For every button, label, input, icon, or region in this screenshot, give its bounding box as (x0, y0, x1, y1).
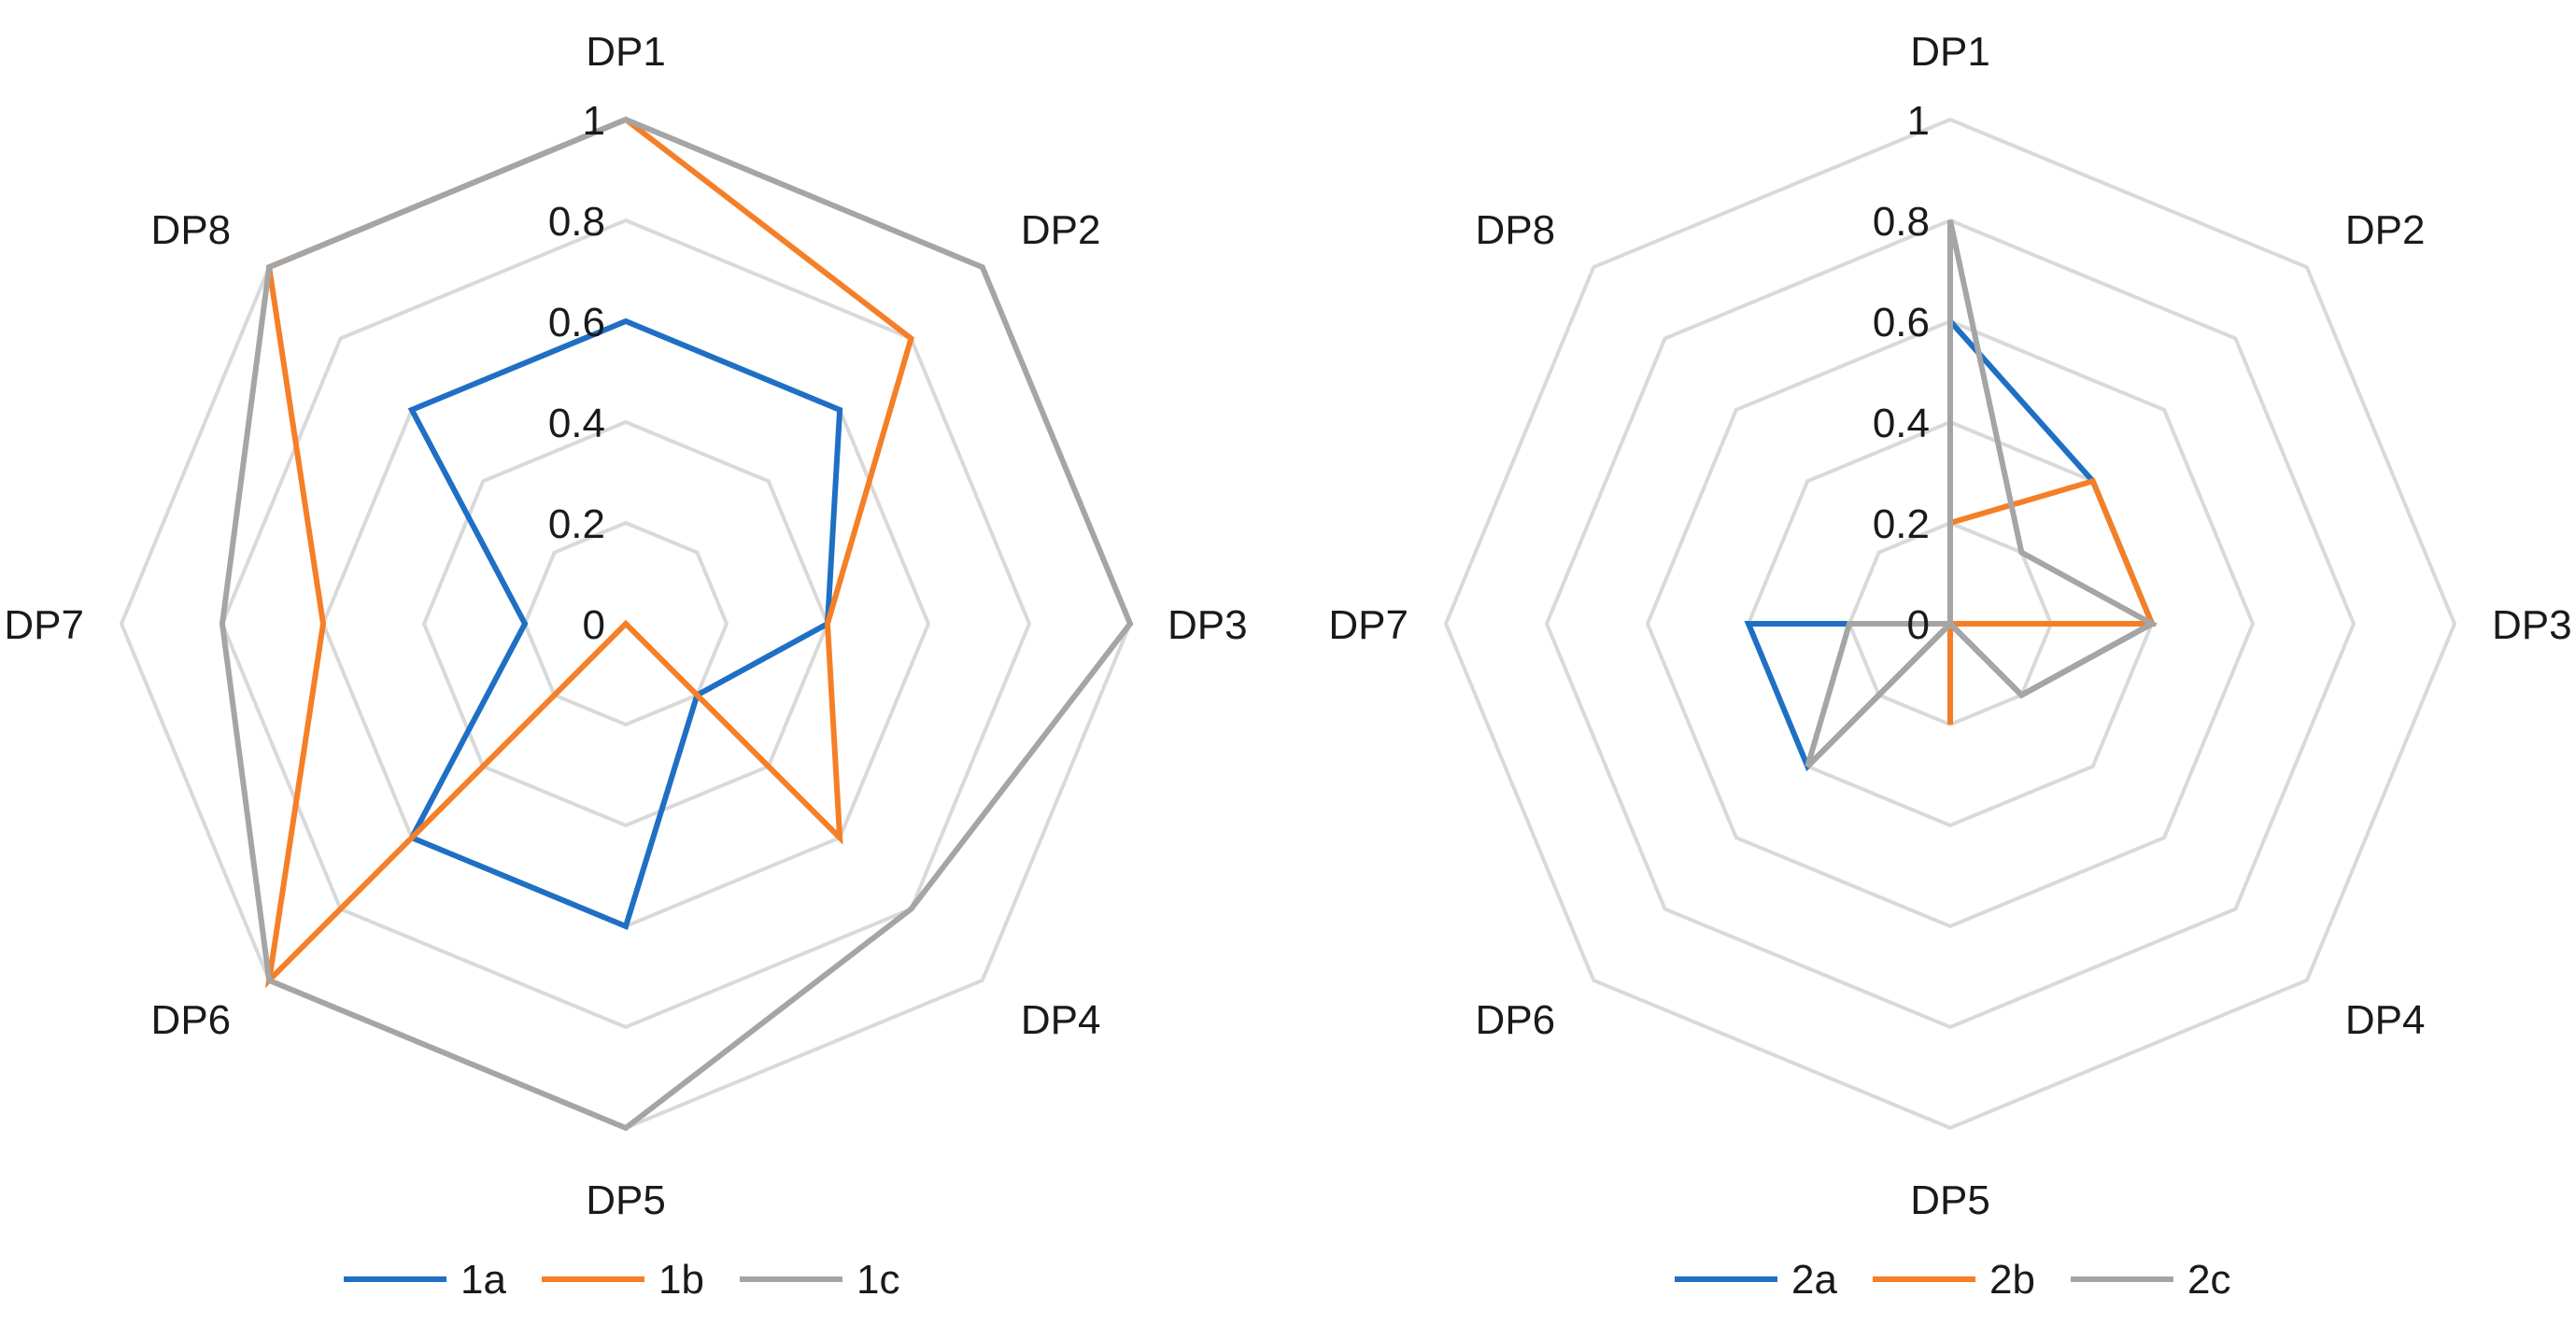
tick-label: 0.2 (548, 501, 605, 547)
category-label-dp6: DP6 (1476, 997, 1556, 1043)
tick-label: 1 (1907, 98, 1930, 144)
tick-label: 0.6 (548, 300, 605, 345)
gridline-ring (1443, 117, 2457, 1131)
series-line-2c (1805, 219, 2158, 768)
gridline-ring (522, 520, 729, 727)
category-label-dp3: DP3 (1168, 602, 1248, 648)
category-label-dp7: DP7 (1328, 602, 1408, 648)
legend-label-2c: 2c (2187, 1257, 2230, 1303)
category-label-dp6: DP6 (151, 997, 232, 1043)
legend-label-1c: 1c (856, 1257, 899, 1303)
gridline-ring (1544, 218, 2357, 1030)
category-label-dp1: DP1 (1910, 29, 1990, 75)
tick-label: 0.6 (1873, 300, 1930, 345)
series-line-1b (264, 116, 914, 989)
gridline-ring (1645, 318, 2256, 929)
gridline-ring (421, 419, 830, 828)
category-label-dp8: DP8 (151, 207, 232, 253)
category-label-dp2: DP2 (1021, 207, 1101, 253)
tick-label: 0 (1907, 602, 1930, 648)
tick-label: 0.4 (1873, 401, 1930, 446)
tick-label: 0.4 (548, 401, 605, 446)
legend-label-1a: 1a (460, 1257, 506, 1303)
category-label-dp5: DP5 (1910, 1177, 1990, 1223)
legend: 2a 2b 2c (1675, 1257, 2230, 1303)
radar-chart-2: 0 0.2 0.4 0.6 0.8 1 DP1 DP2 DP3 DP4 DP5 DP6 DP7 DP8 2a… (1328, 29, 2571, 1303)
category-label-dp1: DP1 (586, 29, 666, 75)
legend: 1a 1b 1c (344, 1257, 899, 1303)
legend-label-2a: 2a (1791, 1257, 1837, 1303)
tick-label: 0 (583, 602, 605, 648)
tick-label: 0.8 (1873, 199, 1930, 245)
tick-label: 1 (583, 98, 605, 144)
gridline-ring (219, 218, 1032, 1030)
legend-label-2b: 2b (1989, 1257, 2035, 1303)
tick-label: 0.8 (548, 199, 605, 245)
category-label-dp4: DP4 (1021, 997, 1101, 1043)
series-line-1a (407, 317, 843, 931)
series-line-1c (219, 116, 1134, 1132)
category-label-dp4: DP4 (2345, 997, 2426, 1043)
category-label-dp2: DP2 (2345, 207, 2426, 253)
radar-chart-1: 0 0.2 0.4 0.6 0.8 1 DP1 DP2 DP3 DP4 DP5 DP6 DP7 DP8 1a… (4, 29, 1247, 1303)
category-label-dp5: DP5 (586, 1177, 666, 1223)
category-label-dp3: DP3 (2492, 602, 2572, 648)
category-label-dp8: DP8 (1476, 207, 1556, 253)
tick-label: 0.2 (1873, 501, 1930, 547)
legend-label-1b: 1b (658, 1257, 704, 1303)
category-label-dp7: DP7 (4, 602, 84, 648)
